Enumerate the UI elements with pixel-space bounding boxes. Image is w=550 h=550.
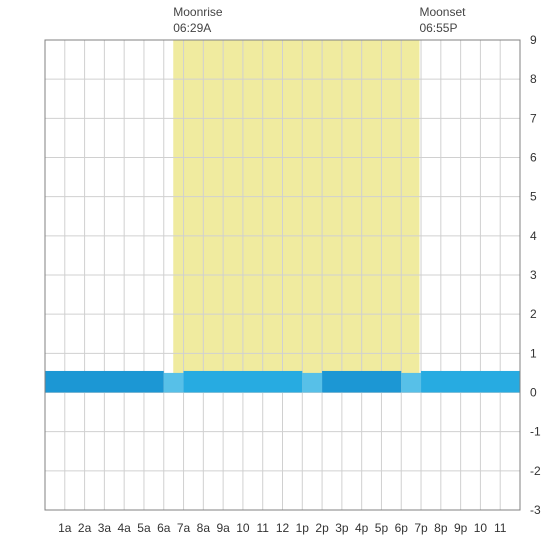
tide-band xyxy=(322,371,401,393)
x-tick-label: 10 xyxy=(474,521,488,535)
x-tick-label: 6p xyxy=(395,521,409,535)
x-tick-label: 7p xyxy=(414,521,428,535)
moon-band xyxy=(173,40,419,393)
y-tick-label: 5 xyxy=(530,190,537,204)
x-tick-label: 2p xyxy=(315,521,329,535)
y-tick-label: 2 xyxy=(530,307,537,321)
x-tick-label: 9p xyxy=(454,521,468,535)
y-tick-label: 7 xyxy=(530,111,537,125)
y-tick-label: -1 xyxy=(530,425,541,439)
x-tick-label: 9a xyxy=(216,521,230,535)
x-tick-label: 12 xyxy=(276,521,290,535)
x-tick-label: 8p xyxy=(434,521,448,535)
y-tick-label: 1 xyxy=(530,346,537,360)
x-tick-label: 1p xyxy=(296,521,310,535)
annotation-title: Moonset xyxy=(419,5,466,19)
x-tick-label: 5p xyxy=(375,521,389,535)
tide-band xyxy=(164,373,184,393)
y-tick-label: 3 xyxy=(530,268,537,282)
y-tick-label: 0 xyxy=(530,386,537,400)
y-tick-label: -3 xyxy=(530,503,541,517)
tide-chart: 1a2a3a4a5a6a7a8a9a1011121p2p3p4p5p6p7p8p… xyxy=(0,0,550,550)
x-tick-label: 4a xyxy=(117,521,131,535)
x-tick-label: 5a xyxy=(137,521,151,535)
x-tick-label: 1a xyxy=(58,521,72,535)
tide-band xyxy=(45,371,164,393)
x-tick-label: 7a xyxy=(177,521,191,535)
x-tick-label: 3a xyxy=(98,521,112,535)
x-tick-label: 6a xyxy=(157,521,171,535)
y-tick-label: 8 xyxy=(530,72,537,86)
x-tick-label: 2a xyxy=(78,521,92,535)
x-tick-label: 8a xyxy=(197,521,211,535)
y-tick-label: 4 xyxy=(530,229,537,243)
tide-band xyxy=(401,373,421,393)
x-tick-label: 11 xyxy=(494,521,507,535)
y-tick-label: 6 xyxy=(530,151,537,165)
annotation-time: 06:29A xyxy=(173,21,211,35)
annotation-time: 06:55P xyxy=(419,21,457,35)
tide-band xyxy=(421,371,520,393)
tide-band xyxy=(184,371,303,393)
x-tick-label: 3p xyxy=(335,521,349,535)
x-tick-label: 11 xyxy=(256,521,269,535)
x-tick-label: 10 xyxy=(236,521,250,535)
y-tick-label: 9 xyxy=(530,33,537,47)
tide-chart-svg: 1a2a3a4a5a6a7a8a9a1011121p2p3p4p5p6p7p8p… xyxy=(0,0,550,550)
annotation-title: Moonrise xyxy=(173,5,223,19)
y-tick-label: -2 xyxy=(530,464,541,478)
x-tick-label: 4p xyxy=(355,521,369,535)
tide-band xyxy=(302,373,322,393)
